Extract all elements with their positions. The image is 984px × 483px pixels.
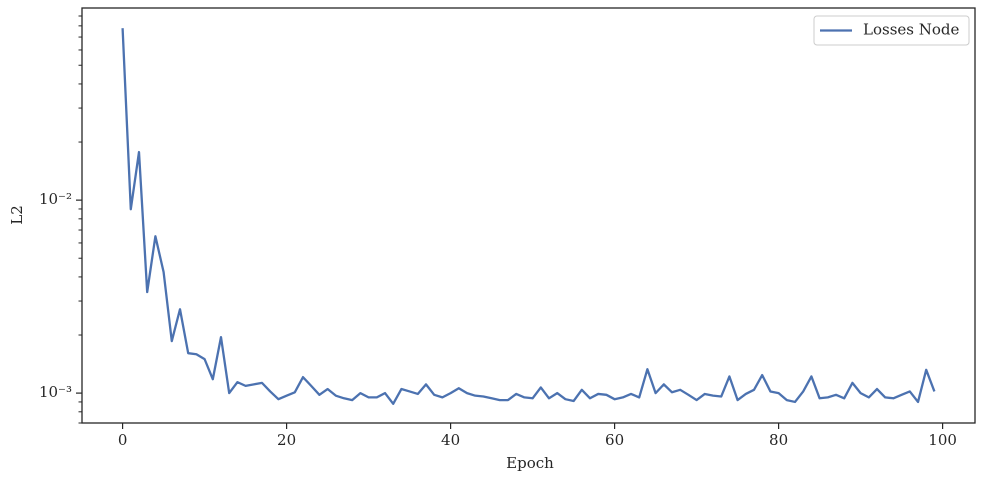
y-axis-label: L2	[8, 205, 26, 225]
x-tick-label: 80	[769, 431, 788, 449]
legend-label: Losses Node	[863, 21, 959, 39]
x-tick-label: 60	[605, 431, 624, 449]
y-tick-label: 10⁻³	[39, 383, 72, 401]
x-tick-label: 0	[118, 431, 128, 449]
x-tick-label: 40	[441, 431, 460, 449]
x-axis-label: Epoch	[506, 454, 554, 472]
line-series	[121, 28, 936, 405]
legend-box	[813, 15, 970, 46]
plot-frame	[81, 7, 976, 424]
y-tick-label: 10⁻²	[39, 190, 72, 208]
x-tick-label: 20	[277, 431, 296, 449]
x-tick-label: 100	[928, 431, 957, 449]
